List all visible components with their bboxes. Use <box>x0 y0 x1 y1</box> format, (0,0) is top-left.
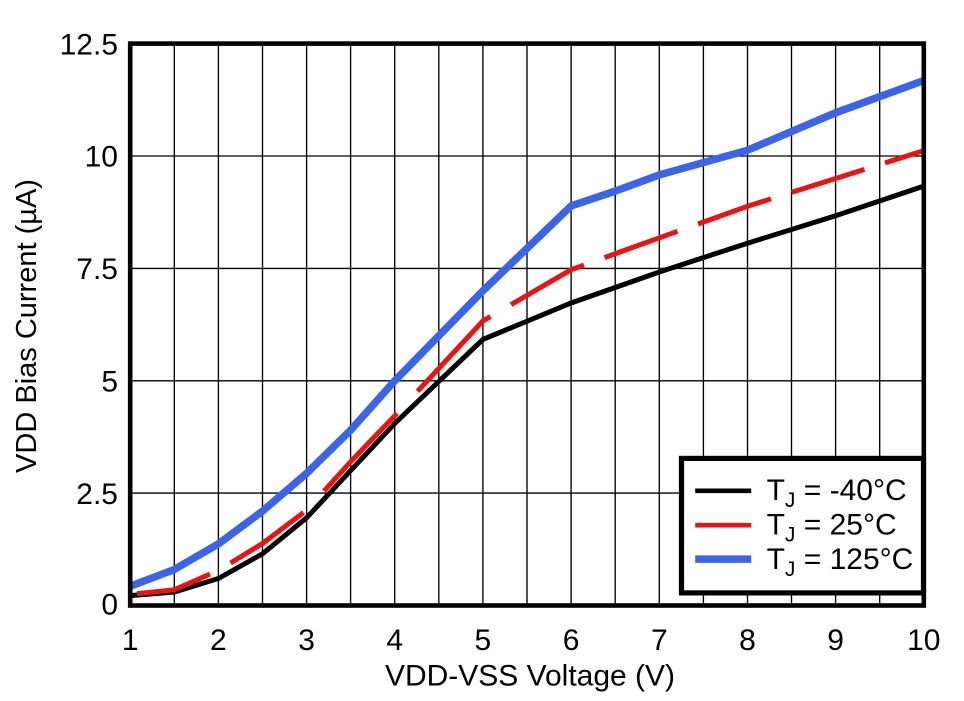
svg-text:7.5: 7.5 <box>76 253 118 286</box>
svg-text:0: 0 <box>101 589 118 622</box>
svg-text:9: 9 <box>827 624 844 657</box>
svg-text:10: 10 <box>907 624 940 657</box>
svg-text:2: 2 <box>210 624 227 657</box>
svg-text:VDD-VSS Voltage (V): VDD-VSS Voltage (V) <box>385 660 675 693</box>
svg-text:6: 6 <box>563 624 580 657</box>
svg-text:4: 4 <box>386 624 403 657</box>
svg-text:8: 8 <box>739 624 756 657</box>
svg-text:2.5: 2.5 <box>76 478 118 511</box>
svg-text:VDD Bias Current (µA): VDD Bias Current (µA) <box>11 179 43 473</box>
svg-text:3: 3 <box>298 624 315 657</box>
svg-text:12.5: 12.5 <box>60 28 118 61</box>
svg-text:5: 5 <box>475 624 492 657</box>
svg-text:7: 7 <box>651 624 668 657</box>
svg-text:1: 1 <box>122 624 139 657</box>
svg-text:5: 5 <box>101 366 118 399</box>
svg-text:10: 10 <box>85 141 118 174</box>
